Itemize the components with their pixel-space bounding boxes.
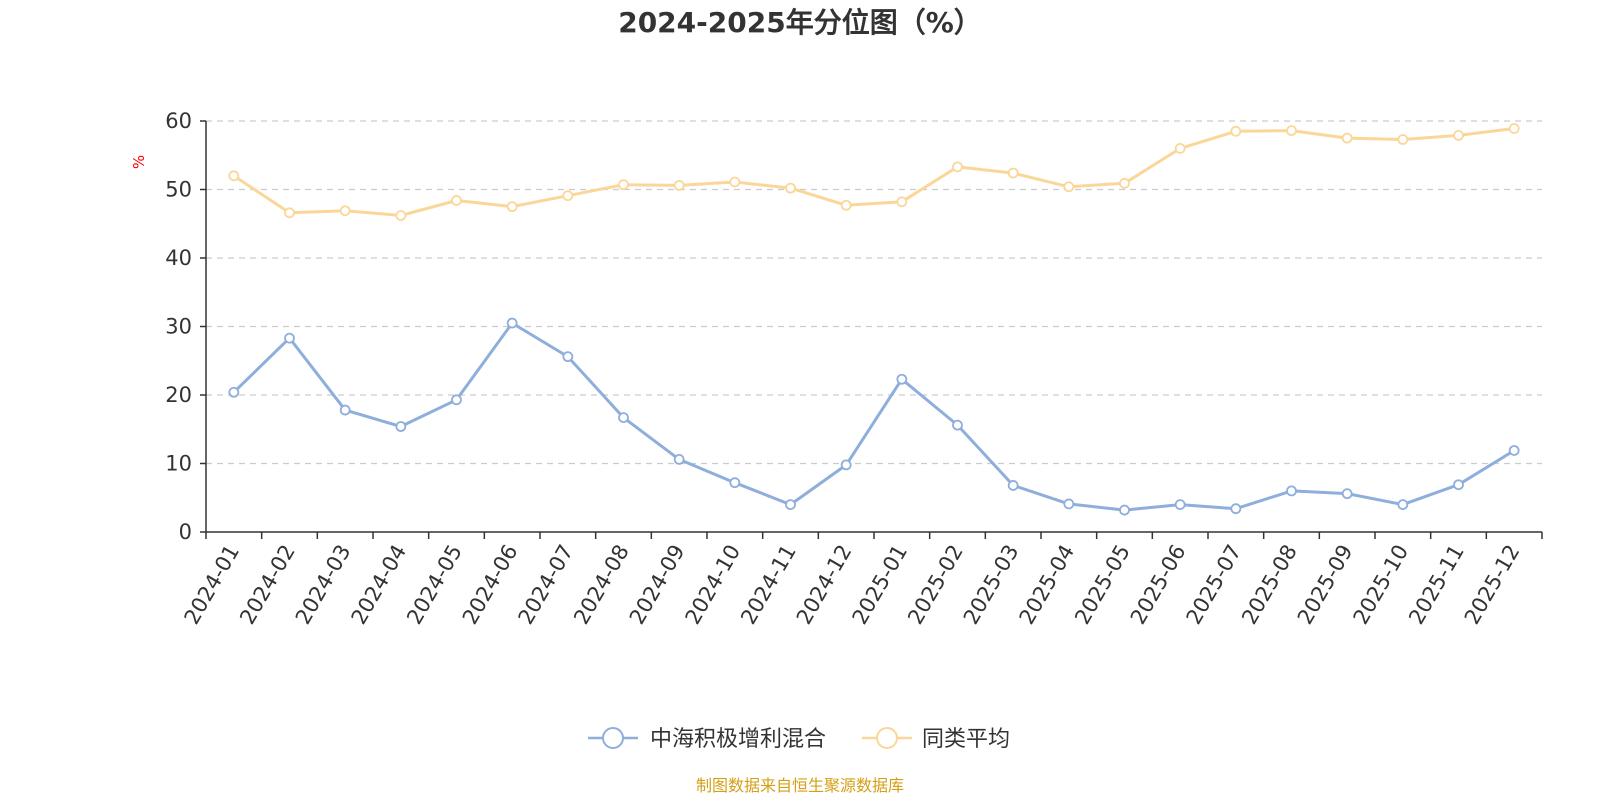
x-tick-label: 2025-02 [903, 541, 968, 629]
data-point [228, 386, 240, 398]
data-point [506, 201, 518, 213]
x-tick-label: 2024-01 [180, 541, 245, 629]
series-lines [228, 123, 1520, 516]
data-point [896, 373, 908, 385]
y-tick-label: 60 [165, 109, 192, 133]
grid-lines [206, 120, 1542, 465]
x-tick-label: 2024-07 [514, 541, 579, 629]
series-1 [228, 317, 1520, 516]
x-tick-label: 2024-05 [402, 541, 467, 629]
y-tick-label: 30 [165, 315, 192, 339]
data-point [451, 394, 462, 406]
data-point [1230, 503, 1242, 515]
legend-item[interactable]: 同类平均 [862, 727, 1010, 752]
data-point [284, 207, 295, 219]
data-point [1508, 445, 1520, 456]
data-point [673, 179, 685, 191]
data-point [896, 196, 908, 208]
x-axis-ticks: 2024-012024-022024-032024-042024-052024-… [180, 532, 1543, 629]
data-point [1174, 499, 1186, 511]
data-point [952, 419, 963, 431]
source-note: 制图数据来自恒生聚源数据库 [696, 776, 904, 795]
data-point [506, 317, 518, 329]
data-point [1453, 479, 1464, 491]
x-tick-label: 2024-11 [736, 541, 801, 629]
x-tick-label: 2025-09 [1293, 541, 1358, 629]
series-line [232, 127, 1516, 217]
x-tick-label: 2024-08 [569, 541, 634, 629]
legend-label: 同类平均 [922, 727, 1010, 752]
legend-label: 中海积极增利混合 [650, 727, 826, 752]
data-point [785, 499, 796, 511]
x-tick-label: 2025-04 [1015, 541, 1080, 629]
data-point [1286, 125, 1297, 136]
y-tick-label: 20 [165, 383, 192, 407]
data-point [562, 351, 574, 363]
data-point [840, 199, 852, 211]
data-point [1397, 499, 1409, 511]
data-point [1063, 181, 1075, 193]
data-point [1007, 167, 1019, 179]
data-point [618, 179, 629, 191]
data-point [1341, 488, 1353, 500]
data-point [1230, 125, 1242, 137]
x-tick-label: 2024-02 [235, 541, 300, 629]
data-point [451, 195, 462, 206]
x-tick-label: 2025-11 [1404, 541, 1469, 629]
data-point [673, 453, 685, 465]
x-tick-label: 2024-10 [681, 541, 746, 629]
data-point [618, 412, 629, 424]
legend: 中海积极增利混合 同类平均 [588, 727, 1010, 752]
data-point [785, 182, 796, 194]
data-point [1063, 498, 1075, 510]
data-point [284, 332, 295, 344]
data-point [1174, 142, 1186, 154]
y-axis-ticks: 0 10 20 30 40 50 60 [165, 109, 206, 544]
data-point [228, 170, 240, 182]
x-tick-label: 2024-12 [792, 541, 857, 629]
data-point [339, 205, 351, 217]
legend-marker [602, 727, 624, 749]
x-tick-label: 2024-03 [291, 541, 356, 629]
data-point [1397, 134, 1409, 145]
y-tick-label: 40 [165, 246, 192, 270]
x-tick-label: 2024-09 [625, 541, 690, 629]
legend-item[interactable]: 中海积极增利混合 [588, 727, 826, 752]
x-tick-label: 2025-08 [1237, 541, 1302, 629]
x-tick-label: 2025-10 [1349, 541, 1414, 629]
data-point [952, 161, 963, 173]
data-point [840, 459, 852, 471]
data-point [729, 477, 741, 489]
data-point [729, 176, 741, 188]
data-point [562, 190, 574, 202]
data-point [1286, 485, 1297, 497]
y-tick-label: 0 [179, 520, 192, 544]
data-point [1119, 504, 1130, 516]
data-point [395, 421, 407, 432]
x-tick-label: 2025-12 [1460, 541, 1525, 629]
data-point [1341, 132, 1353, 144]
data-point [1453, 129, 1464, 141]
x-tick-label: 2025-07 [1182, 541, 1247, 629]
data-point [1508, 123, 1520, 134]
data-point [339, 404, 351, 416]
series-line [232, 321, 1516, 512]
x-tick-label: 2024-06 [458, 541, 523, 629]
x-tick-label: 2025-03 [959, 541, 1024, 629]
series-2 [228, 123, 1520, 221]
y-axis-unit-label: % [130, 155, 148, 169]
x-tick-label: 2025-01 [848, 541, 913, 629]
chart-title: 2024-2025年分位图（%） [618, 6, 982, 39]
data-point [1119, 177, 1130, 189]
x-tick-label: 2025-05 [1070, 541, 1135, 629]
x-tick-label: 2025-06 [1126, 541, 1191, 629]
x-tick-label: 2024-04 [347, 541, 412, 629]
legend-marker [876, 727, 898, 749]
y-tick-label: 50 [165, 178, 192, 202]
data-point [1007, 480, 1019, 491]
data-point [395, 210, 407, 221]
y-tick-label: 10 [165, 452, 192, 476]
